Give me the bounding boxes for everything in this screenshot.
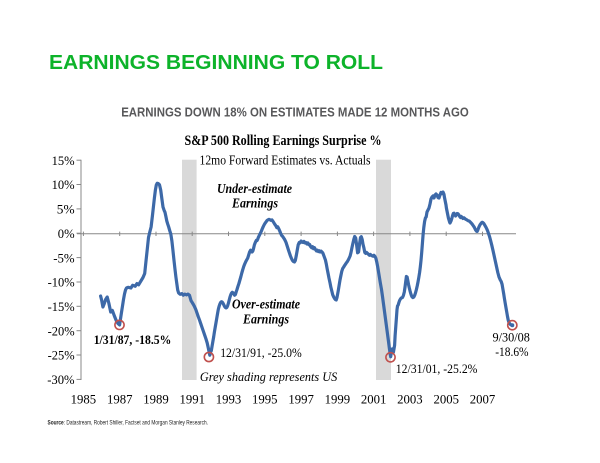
svg-text:EARNINGS BEGINNING TO ROLL: EARNINGS BEGINNING TO ROLL (49, 52, 383, 74)
svg-text:Source: Datastream, Robert Shi: Source: Datastream, Robert Shiller, Fact… (48, 421, 209, 427)
svg-text:12/31/01, -25.2%: 12/31/01, -25.2% (396, 361, 478, 376)
svg-text:9/30/08: 9/30/08 (493, 329, 530, 344)
svg-text:2001: 2001 (361, 391, 387, 406)
svg-text:Earnings: Earnings (242, 311, 289, 326)
svg-text:1993: 1993 (216, 391, 242, 406)
svg-text:12/31/91, -25.0%: 12/31/91, -25.0% (220, 345, 302, 360)
svg-text:1997: 1997 (288, 391, 314, 406)
svg-text:Grey shading represents US: Grey shading represents US (200, 369, 338, 384)
svg-text:-30%: -30% (47, 372, 75, 387)
svg-text:2005: 2005 (433, 391, 459, 406)
svg-text:-5%: -5% (53, 250, 75, 265)
svg-text:-10%: -10% (48, 275, 75, 290)
svg-text:-18.6%: -18.6% (495, 344, 528, 359)
svg-text:1991: 1991 (179, 391, 205, 406)
svg-text:-20%: -20% (48, 323, 75, 338)
svg-text:1987: 1987 (107, 391, 133, 406)
svg-text:-25%: -25% (48, 348, 75, 363)
svg-text:1999: 1999 (325, 391, 351, 406)
svg-text:0%: 0% (58, 226, 75, 241)
svg-text:1/31/87, -18.5%: 1/31/87, -18.5% (94, 332, 172, 347)
svg-text:10%: 10% (52, 177, 75, 192)
svg-text:-15%: -15% (48, 299, 75, 314)
svg-text:EARNINGS DOWN 18% ON ESTIMATES: EARNINGS DOWN 18% ON ESTIMATES MADE 12 M… (121, 106, 469, 120)
svg-text:12mo Forward Estimates vs. Act: 12mo Forward Estimates vs. Actuals (200, 154, 371, 169)
svg-text:1989: 1989 (143, 391, 169, 406)
svg-text:Over-estimate: Over-estimate (232, 297, 300, 312)
svg-text:Earnings: Earnings (231, 195, 278, 210)
svg-text:5%: 5% (57, 202, 75, 217)
svg-text:S&P 500 Rolling Earnings Surpr: S&P 500 Rolling Earnings Surprise % (185, 133, 382, 149)
svg-text:2007: 2007 (470, 391, 496, 406)
svg-text:15%: 15% (52, 153, 75, 168)
svg-text:1985: 1985 (71, 391, 97, 406)
svg-text:1995: 1995 (252, 391, 278, 406)
svg-text:2003: 2003 (397, 391, 423, 406)
svg-text:Under-estimate: Under-estimate (217, 181, 292, 196)
